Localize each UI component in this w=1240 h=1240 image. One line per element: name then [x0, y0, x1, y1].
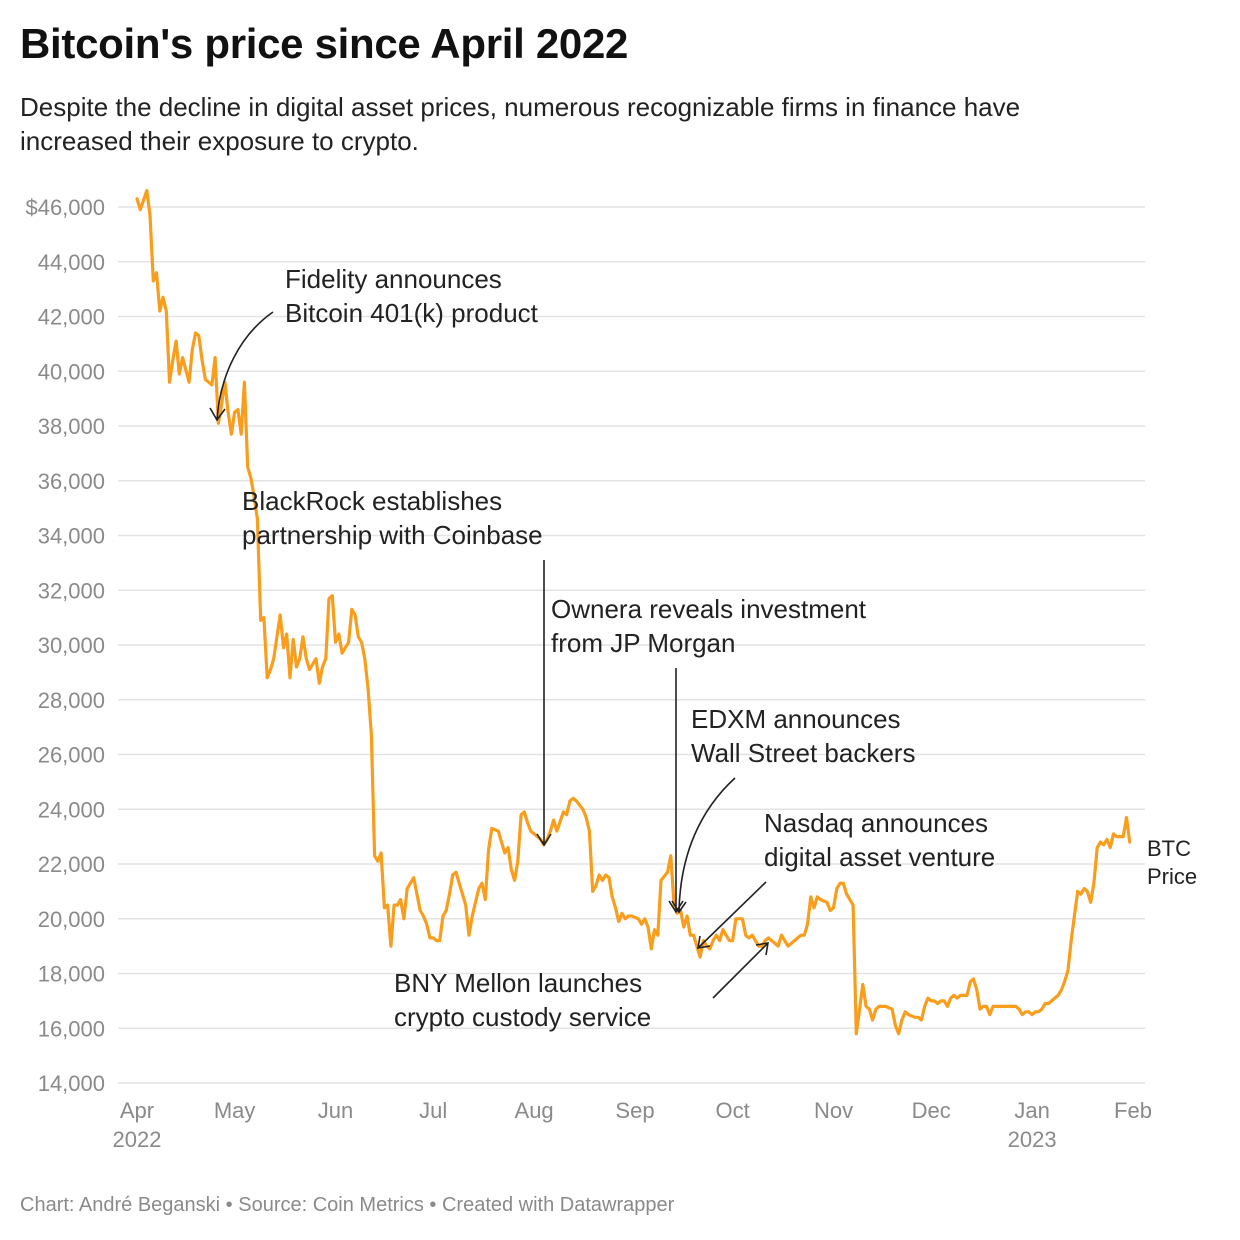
- x-axis: Apr 2022 May Jun Jul Aug Sep Oct Nov Dec Jan 2023 Fe…: [113, 1098, 1152, 1152]
- btc-price-line: [135, 189, 1132, 1036]
- y-tick-label: 14,000: [38, 1071, 105, 1096]
- annotation-blackrock-line-1: BlackRock establishes: [242, 486, 502, 516]
- y-axis: $46,000 44,000 42,000 40,000 38,000 36,000 34,…: [25, 195, 105, 1096]
- series-label-line-1: BTC: [1147, 836, 1191, 861]
- annotation-nasdaq-line-2: digital asset venture: [764, 842, 995, 872]
- annotation-nasdaq: Nasdaq announces digital asset venture: [697, 808, 995, 949]
- annotation-bny-arrow: [712, 942, 769, 999]
- y-tick-label: 40,000: [38, 359, 105, 384]
- gridlines: [118, 206, 1145, 1084]
- chart-title: Bitcoin's price since April 2022: [20, 20, 629, 67]
- x-tick-label: Jun: [318, 1098, 353, 1123]
- annotation-ownera: Ownera reveals investment from JP Morgan: [551, 594, 867, 914]
- y-tick-label: 26,000: [38, 743, 105, 768]
- y-tick-label: 32,000: [38, 578, 105, 603]
- x-tick-label: Dec: [912, 1098, 951, 1123]
- annotation-fidelity-line-1: Fidelity announces: [285, 264, 502, 294]
- y-tick-label: 24,000: [38, 797, 105, 822]
- annotation-edxm-line-2: Wall Street backers: [691, 738, 915, 768]
- y-tick-label: 38,000: [38, 414, 105, 439]
- x-tick-label: May: [214, 1098, 256, 1123]
- y-tick-label: 42,000: [38, 305, 105, 330]
- annotation-blackrock: BlackRock establishes partnership with C…: [242, 486, 552, 847]
- y-tick-label: 34,000: [38, 524, 105, 549]
- y-tick-label: 22,000: [38, 852, 105, 877]
- x-tick-label: Aug: [515, 1098, 554, 1123]
- x-tick-label: Oct: [716, 1098, 750, 1123]
- y-tick-label: 30,000: [38, 633, 105, 658]
- x-tick-label: Jan: [1014, 1098, 1049, 1123]
- annotation-nasdaq-arrow: [697, 881, 767, 949]
- annotation-ownera-line-1: Ownera reveals investment: [551, 594, 867, 624]
- x-tick-year-label: 2023: [1008, 1127, 1057, 1152]
- annotation-fidelity-line-2: Bitcoin 401(k) product: [285, 298, 539, 328]
- chart-subtitle: Despite the decline in digital asset pri…: [20, 92, 1021, 156]
- annotation-ownera-line-2: from JP Morgan: [551, 628, 735, 658]
- annotation-fidelity: Fidelity announces Bitcoin 401(k) produc…: [209, 264, 539, 422]
- y-tick-label: 20,000: [38, 907, 105, 932]
- annotation-edxm-line-1: EDXM announces: [691, 704, 901, 734]
- annotation-blackrock-arrow: [536, 560, 552, 847]
- annotation-fidelity-arrow: [209, 311, 274, 422]
- series-label-line-2: Price: [1147, 864, 1197, 889]
- x-tick-label: Sep: [615, 1098, 654, 1123]
- annotation-blackrock-line-2: partnership with Coinbase: [242, 520, 543, 550]
- x-tick-label: Apr: [120, 1098, 154, 1123]
- annotation-edxm: EDXM announces Wall Street backers: [671, 704, 915, 914]
- y-tick-label: 28,000: [38, 688, 105, 713]
- annotation-ownera-arrow: [668, 668, 684, 914]
- annotation-edxm-arrow: [671, 777, 736, 914]
- x-tick-label: Nov: [814, 1098, 853, 1123]
- y-tick-label: 18,000: [38, 962, 105, 987]
- y-tick-label: 44,000: [38, 250, 105, 275]
- series-label: BTC Price: [1147, 836, 1197, 889]
- annotation-bny-line-1: BNY Mellon launches: [394, 968, 642, 998]
- x-tick-label: Feb: [1114, 1098, 1152, 1123]
- x-tick-year-label: 2022: [113, 1127, 162, 1152]
- y-tick-label: 16,000: [38, 1016, 105, 1041]
- annotation-bny-line-2: crypto custody service: [394, 1002, 651, 1032]
- x-tick-label: Jul: [419, 1098, 447, 1123]
- y-tick-label: $46,000: [25, 195, 105, 220]
- y-tick-label: 36,000: [38, 469, 105, 494]
- chart-footer-credits: Chart: André Beganski • Source: Coin Met…: [20, 1194, 675, 1216]
- annotation-nasdaq-line-1: Nasdaq announces: [764, 808, 988, 838]
- annotation-bny-mellon: BNY Mellon launches crypto custody servi…: [394, 942, 769, 1032]
